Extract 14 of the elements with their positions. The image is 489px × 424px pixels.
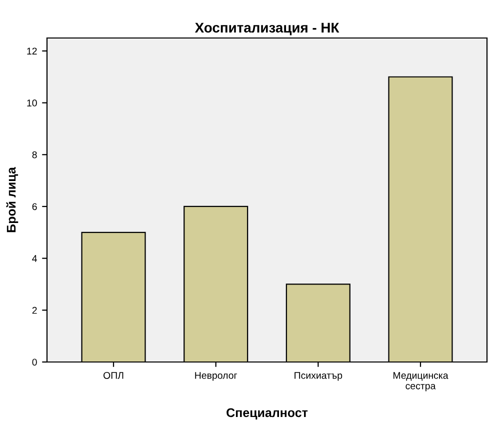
x-tick-label: Психиатър	[294, 372, 342, 381]
y-tick-label: 10	[27, 100, 37, 106]
y-tick-label: 4	[32, 255, 37, 262]
y-axis-title: Брой лица	[6, 167, 18, 232]
y-tick-label: 8	[32, 151, 37, 158]
x-tick-label: ОПЛ	[104, 372, 124, 379]
x-tick-label: Медицинска сестра	[393, 372, 448, 392]
x-tick-label: Невролог	[195, 372, 238, 381]
y-tick-label: 12	[27, 48, 37, 54]
x-axis-title: Специалност	[226, 408, 308, 420]
chart-title: Хоспитализация - НК	[194, 22, 340, 36]
y-tick-label: 0	[32, 358, 37, 366]
y-tick-label: 6	[32, 203, 37, 210]
y-tick-label: 2	[32, 306, 37, 314]
